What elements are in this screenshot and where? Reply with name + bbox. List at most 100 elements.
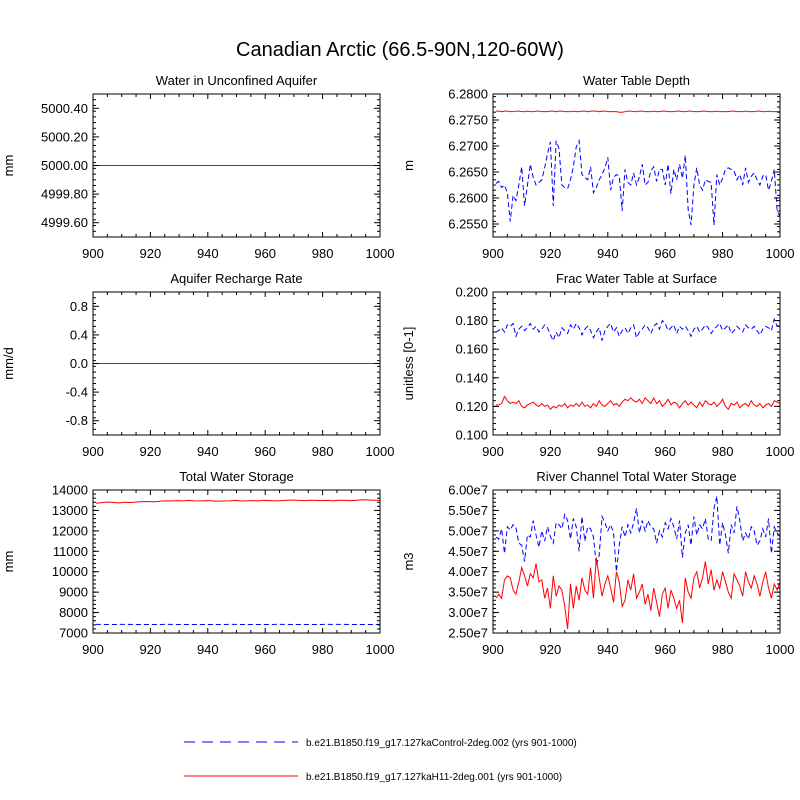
panel-5-ytick-label-6: 5.50e7 <box>448 503 488 518</box>
legend-item-1: b.e21.B1850.f19_g17.127kaH11-2deg.001 (y… <box>184 772 562 783</box>
panel-2-xtick-label-4: 980 <box>312 444 334 459</box>
panel-4-ytick-label-4: 11000 <box>53 544 88 559</box>
panel-1-xtick-label-0: 900 <box>482 246 504 261</box>
panel-0-xtick-label-1: 920 <box>140 246 162 261</box>
panel-3-xtick-label-5: 1000 <box>766 444 795 459</box>
panel-2-ytick-label-2: 0.0 <box>70 356 88 371</box>
panel-1-xtick-label-3: 960 <box>654 246 676 261</box>
panel-1-xtick-label-1: 920 <box>540 246 562 261</box>
panel-5-xtick-label-5: 1000 <box>766 642 795 657</box>
panel-3-ytick-label-0: 0.100 <box>455 428 488 443</box>
panel-5-ytick-label-7: 6.00e7 <box>448 483 488 498</box>
legend-label-1: b.e21.B1850.f19_g17.127kaH11-2deg.001 (y… <box>306 772 562 783</box>
panel-2-xtick-label-3: 960 <box>254 444 276 459</box>
panel-2-xtick-label-2: 940 <box>197 444 219 459</box>
panel-2-ytick-label-3: 0.4 <box>70 327 88 342</box>
panel-4-ytick-label-0: 7000 <box>59 626 88 641</box>
panel-0-ytick-label-3: 5000.20 <box>41 129 88 144</box>
panel-3-ytick-label-1: 0.120 <box>455 399 488 414</box>
panel-2-xtick-label-1: 920 <box>140 444 162 459</box>
panel-1-ylabel: m <box>401 160 416 171</box>
panel-5-xtick-label-4: 980 <box>712 642 734 657</box>
panel-4-xtick-label-3: 960 <box>254 642 276 657</box>
figure-title: Canadian Arctic (66.5-90N,120-60W) <box>236 39 564 61</box>
legend-item-0: b.e21.B1850.f19_g17.127kaControl-2deg.00… <box>184 738 577 749</box>
panel-5-ylabel: m3 <box>401 552 416 570</box>
panel-3-ytick-label-5: 0.200 <box>455 285 488 300</box>
panel-5-ytick-label-1: 3.00e7 <box>448 605 488 620</box>
panel-2-ytick-label-4: 0.8 <box>70 299 88 314</box>
panel-3-ytick-label-3: 0.160 <box>455 342 488 357</box>
panel-3-title: Frac Water Table at Surface <box>556 271 717 286</box>
panel-0-ylabel: mm <box>1 155 16 177</box>
panel-4-xtick-label-2: 940 <box>197 642 219 657</box>
panel-5-ytick-label-4: 4.50e7 <box>448 544 488 559</box>
panels: Water in Unconfined Aquifer mm 900 920 940 96… <box>1 73 794 657</box>
panel-0-title: Water in Unconfined Aquifer <box>156 73 318 88</box>
panel-5-series-1 <box>495 557 780 629</box>
panel-5-frame <box>492 489 781 634</box>
panel-1-ytick-label-3: 6.2700 <box>448 139 488 154</box>
panel-4-ytick-label-5: 12000 <box>52 523 88 538</box>
panel-0-xtick-label-0: 900 <box>82 246 104 261</box>
panel-3-frame <box>492 291 781 436</box>
panel-4-xtick-label-4: 980 <box>312 642 334 657</box>
panel-3-xtick-label-0: 900 <box>482 444 504 459</box>
panel-0-ytick-label-1: 4999.80 <box>41 187 88 202</box>
panel-1-ytick-label-0: 6.2550 <box>448 217 488 232</box>
panel-3-xtick-label-2: 940 <box>597 444 619 459</box>
panel-0: Water in Unconfined Aquifer mm 900 920 940 96… <box>1 73 394 261</box>
panel-1-xtick-label-2: 940 <box>597 246 619 261</box>
panel-5-ytick-label-3: 4.00e7 <box>448 564 488 579</box>
panel-1-ytick-label-1: 6.2600 <box>448 191 488 206</box>
panel-3-xtick-label-1: 920 <box>540 444 562 459</box>
panel-4-title: Total Water Storage <box>179 469 293 484</box>
panel-0-xtick-label-5: 1000 <box>366 246 395 261</box>
panel-5-ytick-label-5: 5.00e7 <box>448 523 488 538</box>
panel-1-xtick-label-5: 1000 <box>766 246 795 261</box>
panel-5: River Channel Total Water Storage m3 900 92… <box>401 469 794 657</box>
panel-5-ytick-label-0: 2.50e7 <box>448 626 488 641</box>
panel-4-ytick-label-2: 9000 <box>59 585 88 600</box>
panel-4-xtick-label-0: 900 <box>82 642 104 657</box>
panel-3-xtick-label-3: 960 <box>654 444 676 459</box>
panel-1-series-0 <box>495 138 780 226</box>
panel-1-xtick-label-4: 980 <box>712 246 734 261</box>
legend: b.e21.B1850.f19_g17.127kaControl-2deg.00… <box>184 738 577 783</box>
panel-3-xtick-label-4: 980 <box>712 444 734 459</box>
panel-3-ylabel: unitless [0-1] <box>401 327 416 401</box>
panel-4-ytick-label-6: 13000 <box>52 503 88 518</box>
panel-4-ytick-label-7: 14000 <box>52 483 88 498</box>
panel-4-xtick-label-1: 920 <box>140 642 162 657</box>
panel-5-xtick-label-0: 900 <box>482 642 504 657</box>
panel-4-ylabel: mm <box>1 551 16 573</box>
panel-2-xtick-label-5: 1000 <box>366 444 395 459</box>
panel-5-ytick-label-2: 3.50e7 <box>448 585 488 600</box>
panel-2-ylabel: mm/d <box>1 347 16 380</box>
panel-2-ytick-label-1: -0.4 <box>66 385 88 400</box>
panel-5-xtick-label-1: 920 <box>540 642 562 657</box>
panel-0-xtick-label-2: 940 <box>197 246 219 261</box>
panel-1: Water Table Depth m 900 920 940 960 980 1000 6.2… <box>401 73 794 261</box>
panel-4-series-1 <box>95 499 380 504</box>
legend-label-0: b.e21.B1850.f19_g17.127kaControl-2deg.00… <box>306 738 577 749</box>
panel-1-ytick-label-2: 6.2650 <box>448 165 488 180</box>
panel-2: Aquifer Recharge Rate mm/d 900 920 940 960 980… <box>1 271 394 459</box>
panel-0-ytick-label-0: 4999.60 <box>41 215 88 230</box>
panel-3-series-1 <box>495 395 780 411</box>
panel-0-ytick-label-2: 5000.00 <box>41 158 88 173</box>
panel-1-title: Water Table Depth <box>583 73 690 88</box>
panel-0-xtick-label-3: 960 <box>254 246 276 261</box>
panel-3-series-0 <box>495 317 780 342</box>
panel-3-ytick-label-4: 0.180 <box>455 313 488 328</box>
panel-0-xtick-label-4: 980 <box>312 246 334 261</box>
panel-2-xtick-label-0: 900 <box>82 444 104 459</box>
panel-4-frame <box>92 489 381 634</box>
panel-5-series-0 <box>495 496 780 572</box>
panel-1-ytick-label-5: 6.2800 <box>448 87 488 102</box>
panel-2-ytick-label-0: -0.8 <box>66 413 88 428</box>
panel-1-ytick-label-4: 6.2750 <box>448 113 488 128</box>
panel-1-series-1 <box>495 110 780 113</box>
panel-3-ytick-label-2: 0.140 <box>455 370 488 385</box>
panel-4-ytick-label-1: 8000 <box>59 605 88 620</box>
